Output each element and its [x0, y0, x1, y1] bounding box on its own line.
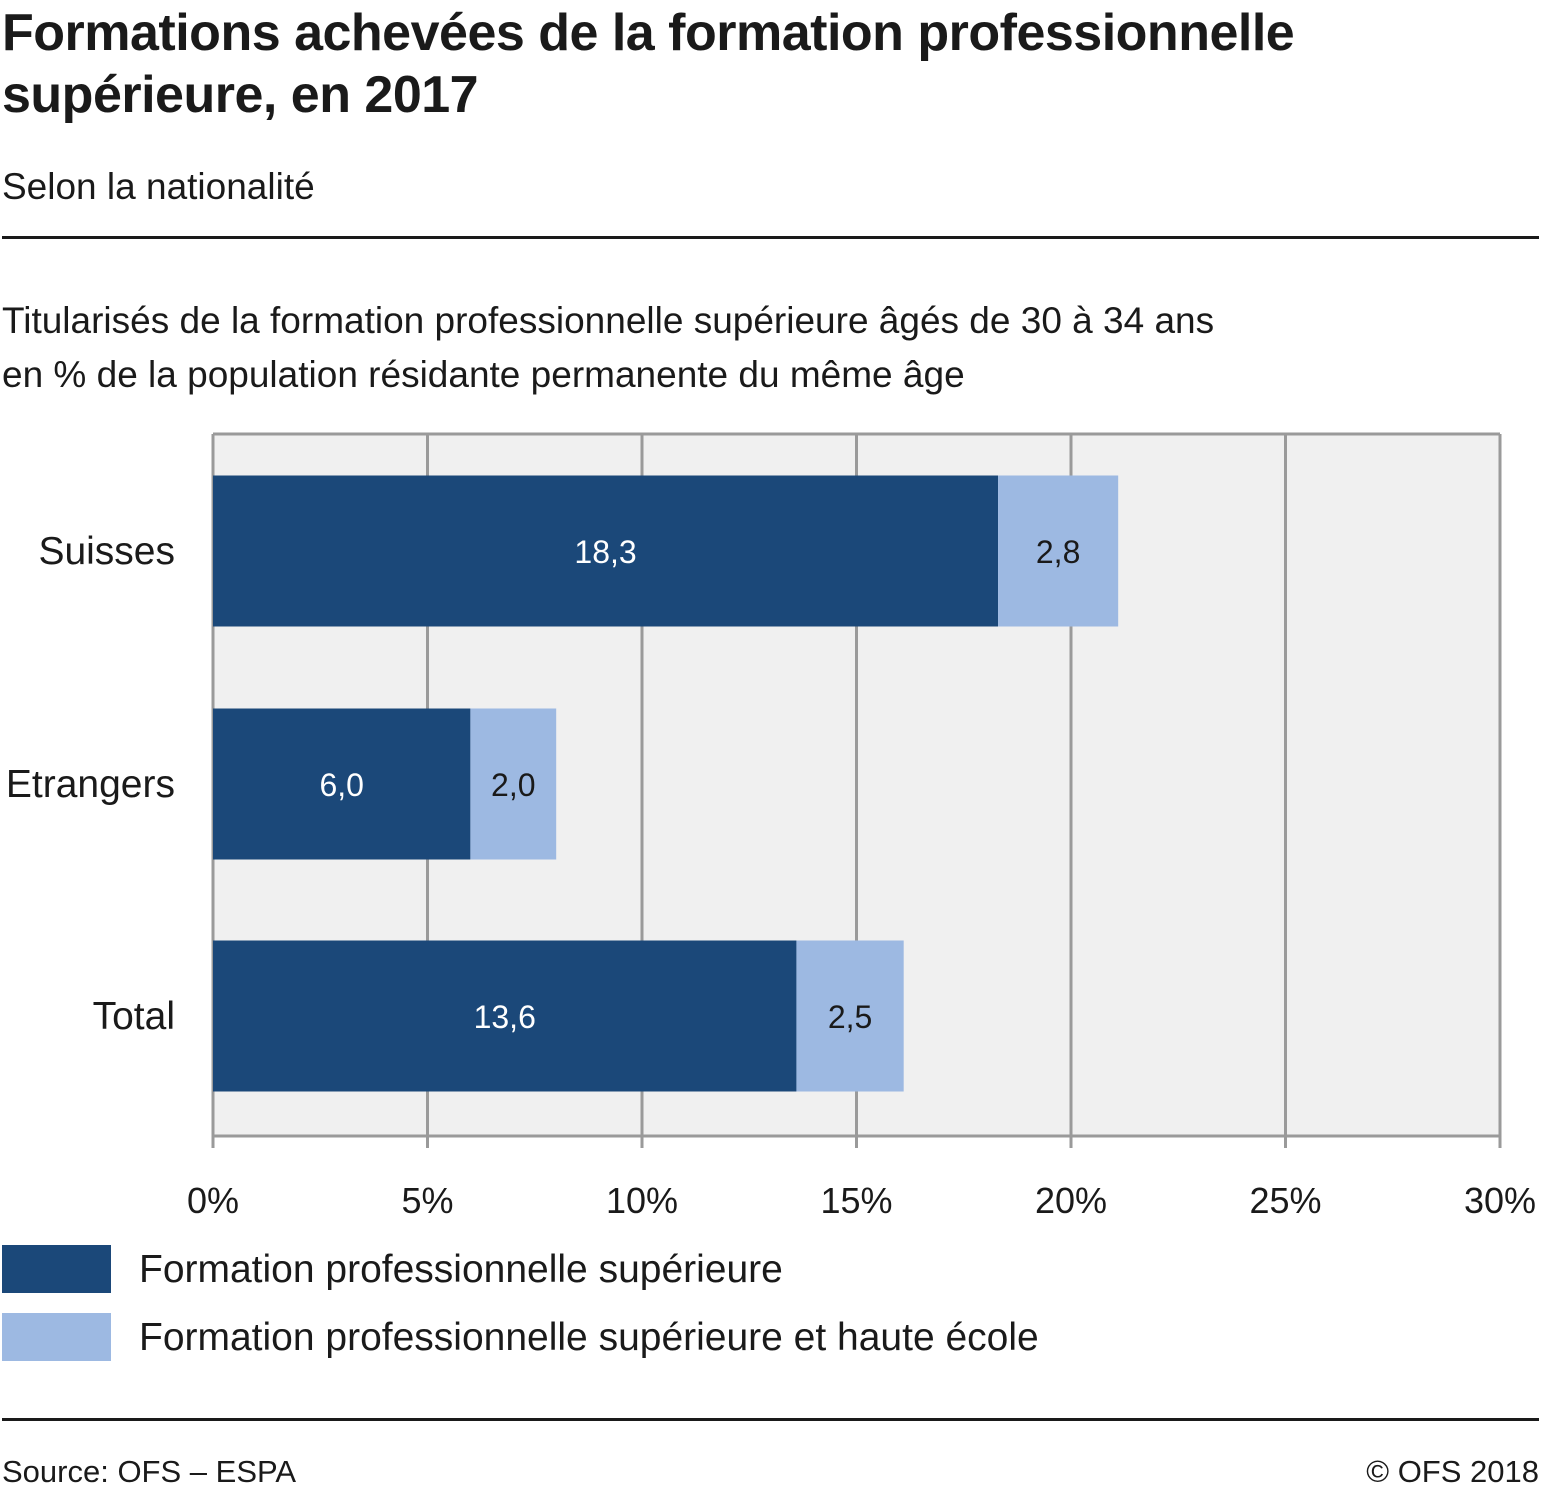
- chart-subtitle: Selon la nationalité: [2, 166, 315, 207]
- measure-line-1: Titularisés de la formation professionne…: [2, 300, 1215, 341]
- data-label: 2,5: [828, 999, 872, 1035]
- legend-label-series-1: Formation professionnelle supérieure: [139, 1248, 783, 1291]
- x-tick-label: 30%: [1464, 1180, 1536, 1220]
- bar-segment: [213, 708, 471, 860]
- bar-segment: [796, 940, 904, 1092]
- legend-item-series-2: Formation professionnelle supérieure et …: [2, 1313, 1202, 1363]
- bottom-divider: [2, 1418, 1539, 1421]
- legend-label-series-2: Formation professionnelle supérieure et …: [139, 1316, 1039, 1359]
- legend-item-series-1: Formation professionnelle supérieure: [2, 1245, 1202, 1295]
- source-note: Source: OFS – ESPA: [2, 1454, 297, 1489]
- category-label: Total: [93, 995, 175, 1038]
- category-label: Etrangers: [6, 763, 175, 806]
- bar-segment: [998, 475, 1119, 627]
- x-tick-label: 20%: [1035, 1180, 1107, 1220]
- x-tick-label: 15%: [820, 1180, 892, 1220]
- data-label: 6,0: [319, 767, 363, 803]
- data-label: 18,3: [574, 534, 636, 570]
- x-tick-label: 0%: [187, 1180, 239, 1220]
- top-divider: [2, 236, 1539, 239]
- data-label: 2,8: [1036, 534, 1080, 570]
- legend-swatch-series-2: [2, 1313, 111, 1361]
- chart-title: Formations achevées de la formation prof…: [2, 4, 1295, 124]
- measure-line-2: en % de la population résidante permanen…: [2, 354, 965, 395]
- data-label: 13,6: [474, 999, 536, 1035]
- x-tick-label: 5%: [401, 1180, 453, 1220]
- bar-segment: [470, 708, 557, 860]
- bar-segment: [213, 475, 999, 627]
- copyright-note: © OFS 2018: [1366, 1454, 1539, 1489]
- data-label: 2,0: [491, 767, 535, 803]
- legend-swatch-series-1: [2, 1245, 111, 1293]
- x-tick-label: 25%: [1249, 1180, 1321, 1220]
- bar-chart: 0% 5% 10% 15% 20% 25% 30% Suisses 18,3 2,8 Etrange…: [6, 432, 1536, 1220]
- category-label: Suisses: [38, 530, 175, 573]
- bar-segment: [213, 940, 797, 1092]
- measure-description: Titularisés de la formation professionne…: [2, 294, 1214, 402]
- x-tick-label: 10%: [606, 1180, 678, 1220]
